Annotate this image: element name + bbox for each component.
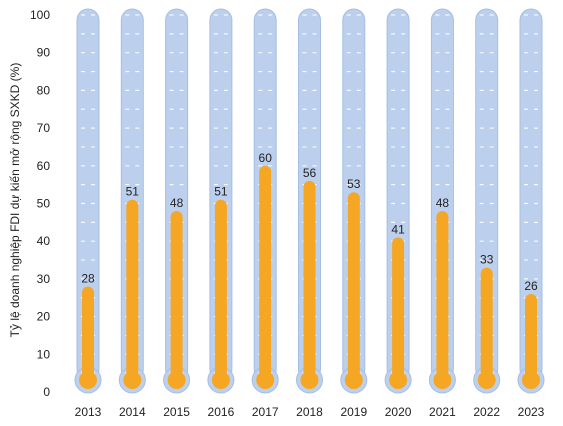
data-label: 33 [480, 253, 494, 267]
thermometer: 51 [118, 8, 146, 394]
y-tick-label: 100 [30, 8, 50, 22]
value-bulb [433, 371, 452, 389]
y-tick-label: 30 [37, 272, 51, 286]
value-bar [392, 237, 405, 380]
y-tick-label: 20 [37, 310, 51, 324]
y-tick-label: 60 [37, 159, 51, 173]
x-axis-ticks: 2013 2014 2015 2016 2017 2018 2019 2020 2021 2022… [75, 405, 545, 419]
y-tick-label: 0 [43, 385, 50, 399]
value-bar [214, 199, 227, 380]
data-label: 26 [524, 279, 538, 293]
thermometer: 33 [473, 8, 501, 394]
value-bulb [344, 371, 363, 389]
x-tick-label: 2017 [252, 405, 279, 419]
data-label: 51 [214, 185, 228, 199]
value-bulb [477, 371, 496, 389]
value-bulb [300, 371, 319, 389]
data-label: 48 [170, 196, 184, 210]
y-tick-label: 90 [37, 46, 51, 60]
x-tick-label: 2015 [163, 405, 190, 419]
thermometer: 56 [296, 8, 323, 394]
value-bulb [256, 371, 275, 389]
data-label: 48 [436, 196, 450, 210]
thermometer: 48 [428, 8, 456, 394]
data-label: 51 [126, 185, 140, 199]
x-tick-label: 2020 [385, 405, 412, 419]
value-bar [259, 165, 272, 380]
value-bar [347, 192, 360, 380]
thermometer: 53 [340, 8, 368, 394]
value-bar [126, 199, 139, 380]
x-tick-label: 2013 [75, 405, 102, 419]
thermometer: 26 [517, 8, 545, 394]
value-bar [303, 180, 316, 380]
x-tick-label: 2019 [340, 405, 367, 419]
x-tick-label: 2014 [119, 405, 146, 419]
data-label: 60 [259, 151, 273, 165]
value-bar [525, 293, 537, 380]
value-bar [436, 211, 449, 380]
y-axis-ticks: 0 10 20 30 40 50 60 70 80 90 100 [30, 8, 50, 399]
y-tick-label: 10 [37, 347, 51, 361]
y-tick-label: 80 [37, 83, 51, 97]
value-bar [480, 267, 493, 380]
value-bulb [211, 371, 230, 389]
value-bulb [522, 371, 540, 389]
y-tick-label: 70 [37, 121, 51, 135]
value-bar [170, 211, 183, 380]
thermometer: 60 [251, 8, 279, 394]
value-bulb [167, 371, 186, 389]
data-label: 41 [391, 222, 405, 236]
value-bulb [123, 371, 142, 389]
value-bar [82, 286, 94, 380]
x-tick-label: 2023 [518, 405, 545, 419]
y-axis-label: Tỷ lệ doanh nghiệp FDI dự kiến mở rộng S… [8, 63, 22, 338]
x-tick-label: 2018 [296, 405, 323, 419]
value-bulb [79, 371, 97, 389]
thermometer: 51 [207, 8, 235, 394]
thermometer: 48 [163, 8, 191, 394]
data-label: 56 [303, 166, 317, 180]
thermometer: 28 [74, 8, 102, 394]
data-label: 53 [347, 177, 361, 191]
y-tick-label: 50 [37, 197, 51, 211]
y-tick-label: 40 [37, 234, 51, 248]
x-tick-label: 2021 [429, 405, 456, 419]
thermometer: 41 [384, 8, 412, 394]
x-tick-label: 2016 [208, 405, 235, 419]
x-tick-label: 2022 [473, 405, 500, 419]
data-label: 28 [81, 271, 95, 285]
thermometers: 28 51 48 51 60 56 53 41 48 33 26 [74, 8, 545, 394]
value-bulb [389, 371, 408, 389]
